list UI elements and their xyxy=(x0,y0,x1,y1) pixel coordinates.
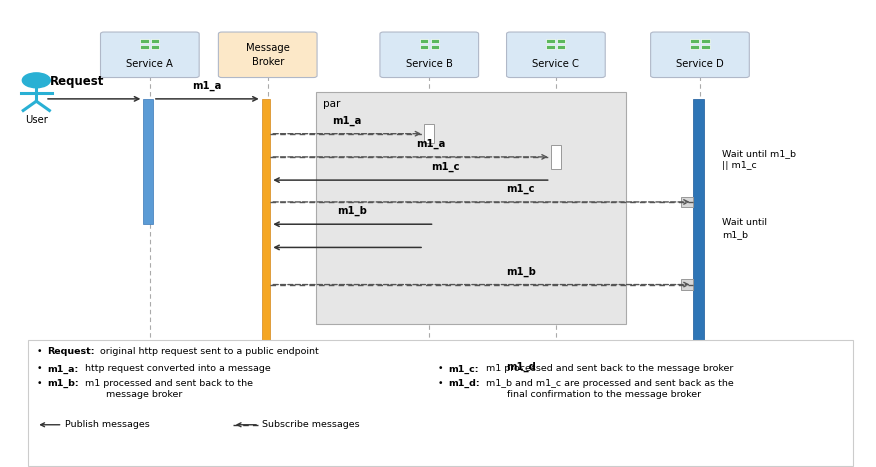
Text: m1_b: m1_b xyxy=(337,206,367,216)
Bar xyxy=(420,39,428,43)
Bar xyxy=(431,45,439,49)
Text: •: • xyxy=(438,364,443,374)
Bar xyxy=(690,45,699,49)
Bar xyxy=(682,279,693,290)
Text: Message
Broker: Message Broker xyxy=(246,43,290,67)
Text: m1_c:: m1_c: xyxy=(449,364,479,374)
Text: original http request sent to a public endpoint: original http request sent to a public e… xyxy=(96,347,318,356)
Bar xyxy=(152,45,159,49)
Bar xyxy=(693,99,704,408)
Bar xyxy=(690,39,699,43)
Bar xyxy=(27,340,852,466)
Bar xyxy=(702,39,710,43)
Text: •: • xyxy=(36,379,42,388)
Text: •: • xyxy=(36,347,42,356)
Text: Request:: Request: xyxy=(46,347,95,356)
Bar xyxy=(547,45,555,49)
Text: m1_c: m1_c xyxy=(506,184,535,194)
Text: Publish messages: Publish messages xyxy=(65,420,150,429)
Text: m1 processed and sent back to the message broker: m1 processed and sent back to the messag… xyxy=(484,364,734,374)
Text: •: • xyxy=(36,364,42,374)
Text: Request: Request xyxy=(49,75,103,88)
Text: User: User xyxy=(25,115,48,125)
Text: m1_d:: m1_d: xyxy=(449,379,480,389)
Text: m1_b and m1_c are processed and sent back as the
        final confirmation to t: m1_b and m1_c are processed and sent bac… xyxy=(484,379,734,399)
Text: http request converted into a message: http request converted into a message xyxy=(81,364,271,374)
Bar xyxy=(557,39,566,43)
Text: m1_b:: m1_b: xyxy=(46,379,79,389)
Bar xyxy=(140,45,149,49)
FancyBboxPatch shape xyxy=(506,32,605,78)
Bar xyxy=(262,99,271,408)
Text: Subscribe messages: Subscribe messages xyxy=(262,420,359,429)
Bar xyxy=(144,99,153,224)
Text: •: • xyxy=(438,379,443,388)
Text: m1_a: m1_a xyxy=(333,115,362,126)
Text: m1_b: m1_b xyxy=(505,266,536,276)
Text: Wait until
m1_b: Wait until m1_b xyxy=(722,219,766,239)
Text: Wait until m1_b
|| m1_c: Wait until m1_b || m1_c xyxy=(722,149,795,170)
Circle shape xyxy=(23,73,50,88)
FancyBboxPatch shape xyxy=(101,32,199,78)
Bar xyxy=(152,39,159,43)
Text: Service B: Service B xyxy=(406,59,453,69)
Bar xyxy=(140,39,149,43)
Bar xyxy=(682,197,693,207)
Text: Service A: Service A xyxy=(126,59,173,69)
FancyBboxPatch shape xyxy=(218,32,317,78)
Text: m1_d: m1_d xyxy=(505,361,536,372)
Text: Service C: Service C xyxy=(533,59,579,69)
Text: m1_a:: m1_a: xyxy=(46,364,78,374)
Bar xyxy=(431,39,439,43)
FancyBboxPatch shape xyxy=(380,32,478,78)
FancyBboxPatch shape xyxy=(651,32,749,78)
Text: par: par xyxy=(322,99,340,109)
Bar xyxy=(551,145,561,169)
Bar xyxy=(702,45,710,49)
Bar xyxy=(315,92,625,324)
Text: m1_a: m1_a xyxy=(416,139,445,149)
Text: m1 processed and sent back to the
        message broker: m1 processed and sent back to the messag… xyxy=(81,379,252,399)
Bar xyxy=(547,39,555,43)
Text: m1_c: m1_c xyxy=(431,162,460,172)
Text: Service D: Service D xyxy=(676,59,724,69)
Bar xyxy=(420,45,428,49)
Bar xyxy=(425,124,434,143)
Text: m1_a: m1_a xyxy=(193,81,222,91)
Bar xyxy=(557,45,566,49)
